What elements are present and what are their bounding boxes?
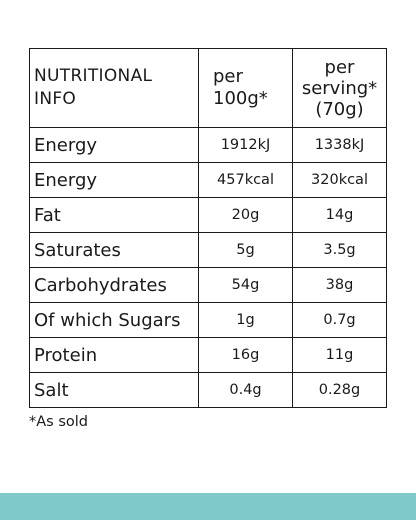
table-row: Energy 1912kJ 1338kJ bbox=[29, 127, 387, 163]
nutrient-name: Fat bbox=[29, 197, 199, 233]
header-nutritional-info: NUTRITIONAL INFO bbox=[29, 48, 199, 128]
table-row: Saturates 5g 3.5g bbox=[29, 232, 387, 268]
table-row: Energy 457kcal 320kcal bbox=[29, 162, 387, 198]
header-per-serving-line1: per bbox=[324, 56, 355, 78]
header-per-serving-line3: (70g) bbox=[315, 98, 364, 120]
table-row: Salt 0.4g 0.28g bbox=[29, 372, 387, 408]
value-per-100g: 1g bbox=[198, 302, 293, 338]
header-per-100g-line2: 100g* bbox=[213, 88, 268, 109]
value-per-serving: 1338kJ bbox=[292, 127, 387, 163]
nutrient-name: Protein bbox=[29, 337, 199, 373]
header-per-serving-line2: serving* bbox=[301, 77, 378, 99]
value-per-serving: 3.5g bbox=[292, 232, 387, 268]
value-per-100g: 20g bbox=[198, 197, 293, 233]
value-per-serving: 0.28g bbox=[292, 372, 387, 408]
table-row: Protein 16g 11g bbox=[29, 337, 387, 373]
nutrition-table: NUTRITIONAL INFO per 100g* per serving* … bbox=[29, 48, 387, 408]
value-per-serving: 11g bbox=[292, 337, 387, 373]
header-nutritional-info-line2: INFO bbox=[34, 89, 77, 109]
value-per-100g: 54g bbox=[198, 267, 293, 303]
value-per-100g: 16g bbox=[198, 337, 293, 373]
value-per-serving: 0.7g bbox=[292, 302, 387, 338]
nutrient-name: Carbohydrates bbox=[29, 267, 199, 303]
footnote: *As sold bbox=[29, 414, 88, 430]
nutrient-name: Salt bbox=[29, 372, 199, 408]
nutrient-name: Energy bbox=[29, 162, 199, 198]
bottom-color-band bbox=[0, 493, 416, 520]
value-per-serving: 320kcal bbox=[292, 162, 387, 198]
value-per-serving: 14g bbox=[292, 197, 387, 233]
header-per-100g: per 100g* bbox=[198, 48, 293, 128]
value-per-100g: 5g bbox=[198, 232, 293, 268]
nutrient-name: Energy bbox=[29, 127, 199, 163]
table-row: Fat 20g 14g bbox=[29, 197, 387, 233]
value-per-100g: 457kcal bbox=[198, 162, 293, 198]
header-per-serving: per serving* (70g) bbox=[292, 48, 387, 128]
value-per-100g: 0.4g bbox=[198, 372, 293, 408]
nutrient-name: Saturates bbox=[29, 232, 199, 268]
value-per-100g: 1912kJ bbox=[198, 127, 293, 163]
header-per-100g-line1: per bbox=[213, 66, 243, 87]
table-header-row: NUTRITIONAL INFO per 100g* per serving* … bbox=[29, 48, 387, 128]
nutrient-name: Of which Sugars bbox=[29, 302, 199, 338]
value-per-serving: 38g bbox=[292, 267, 387, 303]
table-row: Carbohydrates 54g 38g bbox=[29, 267, 387, 303]
table-row: Of which Sugars 1g 0.7g bbox=[29, 302, 387, 338]
header-nutritional-info-line1: NUTRITIONAL bbox=[34, 66, 153, 86]
